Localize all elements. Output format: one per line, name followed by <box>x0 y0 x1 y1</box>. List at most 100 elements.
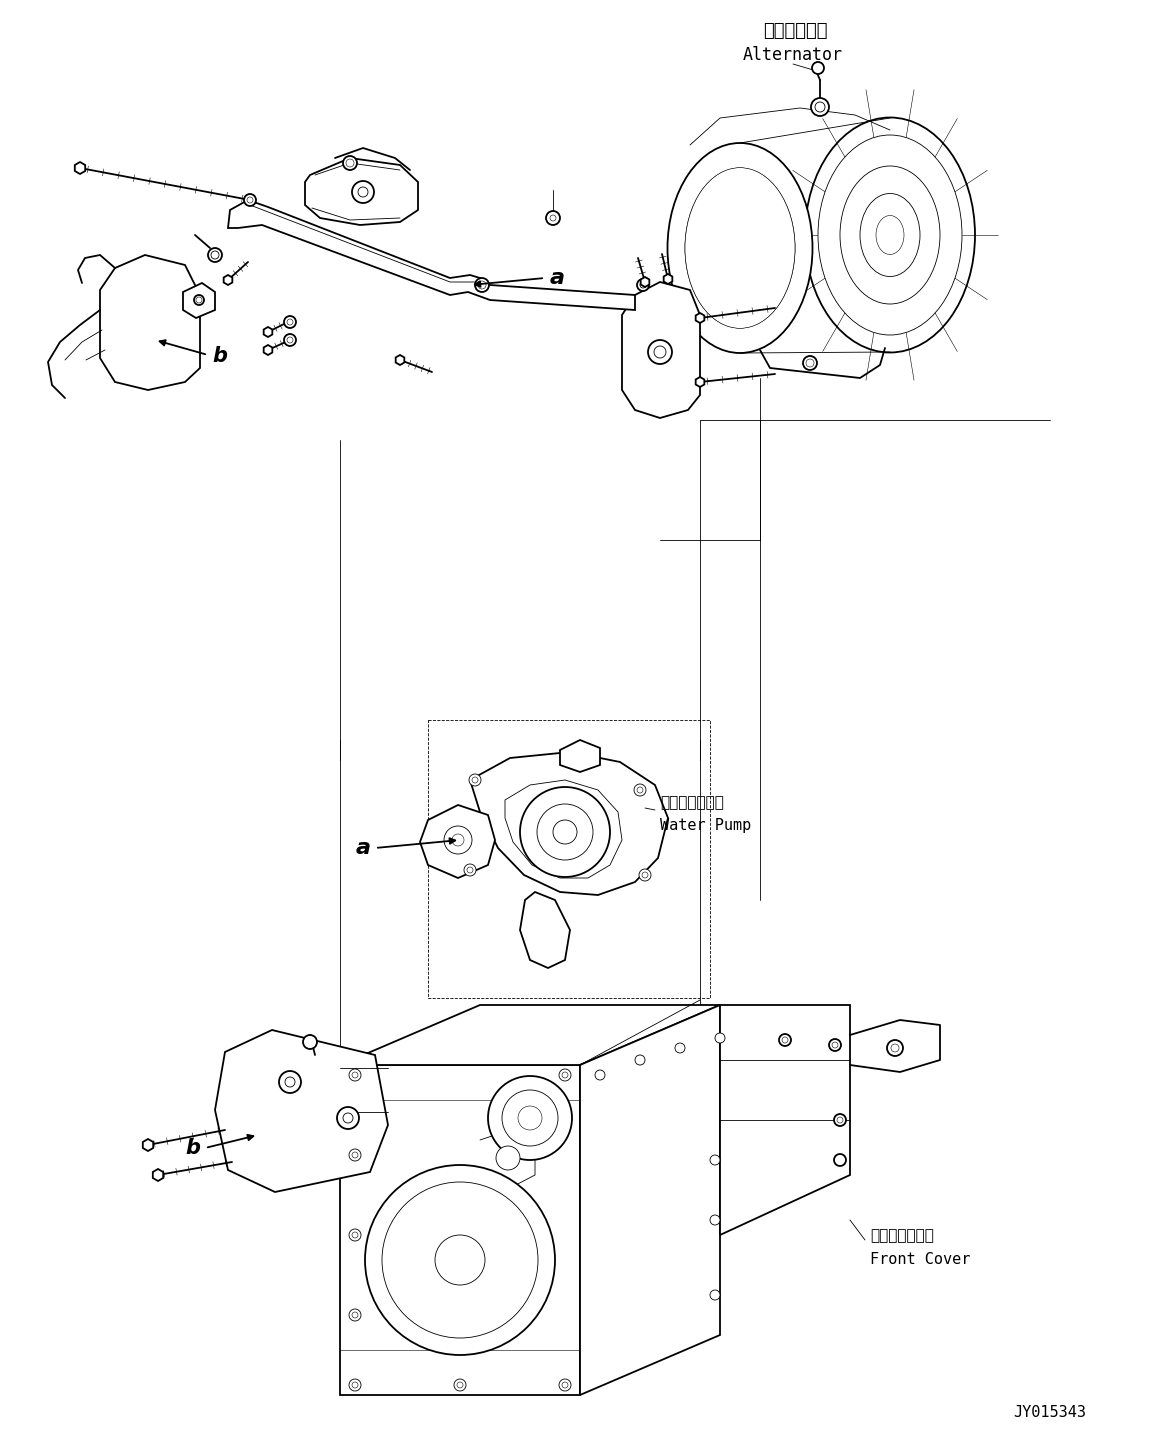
Polygon shape <box>152 1169 163 1181</box>
Circle shape <box>343 1113 354 1123</box>
Polygon shape <box>228 200 635 311</box>
Circle shape <box>559 1379 571 1391</box>
Circle shape <box>640 282 645 288</box>
Ellipse shape <box>726 228 754 268</box>
Ellipse shape <box>685 167 795 328</box>
Circle shape <box>550 215 556 220</box>
Polygon shape <box>183 283 215 318</box>
Circle shape <box>637 787 643 793</box>
Polygon shape <box>580 1005 720 1395</box>
Text: JY015343: JY015343 <box>1013 1405 1086 1420</box>
Circle shape <box>244 195 256 206</box>
Circle shape <box>834 1153 846 1166</box>
Circle shape <box>457 1382 463 1388</box>
Circle shape <box>279 1070 301 1093</box>
Polygon shape <box>223 275 233 285</box>
Circle shape <box>435 1235 485 1285</box>
Circle shape <box>381 1182 538 1338</box>
Circle shape <box>654 346 666 358</box>
Polygon shape <box>695 313 705 323</box>
Polygon shape <box>520 892 570 967</box>
Circle shape <box>495 1146 520 1171</box>
Circle shape <box>352 1072 358 1078</box>
Polygon shape <box>264 328 272 336</box>
Circle shape <box>642 871 648 879</box>
Circle shape <box>634 784 645 796</box>
Circle shape <box>197 298 202 303</box>
Circle shape <box>637 279 649 290</box>
Circle shape <box>887 1040 902 1056</box>
Ellipse shape <box>690 175 790 321</box>
Circle shape <box>552 820 577 844</box>
Polygon shape <box>340 1065 580 1395</box>
Circle shape <box>285 1078 295 1088</box>
Circle shape <box>452 834 464 846</box>
Text: Alternator: Alternator <box>743 46 843 64</box>
Circle shape <box>349 1379 361 1391</box>
Circle shape <box>518 1106 542 1130</box>
Circle shape <box>475 278 488 292</box>
Circle shape <box>454 1379 466 1391</box>
Text: ウォータポンプ: ウォータポンプ <box>659 796 723 810</box>
Circle shape <box>502 1090 558 1146</box>
Circle shape <box>811 97 829 116</box>
Circle shape <box>837 1118 843 1123</box>
Text: Front Cover: Front Cover <box>870 1252 970 1266</box>
Text: b: b <box>186 1139 201 1159</box>
Text: a: a <box>356 839 371 859</box>
Text: オルタネータ: オルタネータ <box>763 21 827 40</box>
Circle shape <box>638 869 651 881</box>
Circle shape <box>349 1229 361 1241</box>
Circle shape <box>478 280 486 289</box>
Circle shape <box>832 1042 839 1047</box>
Circle shape <box>287 319 293 325</box>
Circle shape <box>648 341 672 363</box>
Polygon shape <box>395 355 405 365</box>
Circle shape <box>444 826 472 854</box>
Circle shape <box>349 1069 361 1080</box>
Circle shape <box>208 248 222 262</box>
Polygon shape <box>340 1005 720 1065</box>
Circle shape <box>779 1035 791 1046</box>
Circle shape <box>715 1033 725 1043</box>
Circle shape <box>469 774 481 786</box>
Circle shape <box>815 102 825 112</box>
Circle shape <box>559 1069 571 1080</box>
Circle shape <box>304 1035 317 1049</box>
Ellipse shape <box>859 193 920 276</box>
Circle shape <box>352 1382 358 1388</box>
Circle shape <box>347 159 354 167</box>
Circle shape <box>891 1045 899 1052</box>
Circle shape <box>802 356 816 371</box>
Circle shape <box>675 1043 685 1053</box>
Text: Water Pump: Water Pump <box>659 819 751 833</box>
Circle shape <box>595 1070 605 1080</box>
Polygon shape <box>622 282 700 418</box>
Polygon shape <box>264 345 272 355</box>
Polygon shape <box>143 1139 154 1151</box>
Circle shape <box>365 1165 555 1355</box>
Circle shape <box>806 359 814 366</box>
Circle shape <box>812 62 825 74</box>
Polygon shape <box>470 753 668 894</box>
Circle shape <box>352 1152 358 1158</box>
Ellipse shape <box>715 212 765 283</box>
Polygon shape <box>505 780 622 879</box>
Circle shape <box>349 1309 361 1321</box>
Polygon shape <box>215 1030 388 1192</box>
Ellipse shape <box>876 216 904 255</box>
Circle shape <box>194 295 204 305</box>
Circle shape <box>247 197 254 203</box>
Circle shape <box>635 1055 645 1065</box>
Circle shape <box>352 1312 358 1318</box>
Circle shape <box>284 333 297 346</box>
Circle shape <box>358 187 368 197</box>
Polygon shape <box>641 278 649 288</box>
Circle shape <box>709 1155 720 1165</box>
Polygon shape <box>420 806 495 879</box>
Circle shape <box>834 1113 846 1126</box>
Circle shape <box>343 156 357 170</box>
Circle shape <box>284 316 297 328</box>
Circle shape <box>537 804 593 860</box>
Circle shape <box>352 180 374 203</box>
